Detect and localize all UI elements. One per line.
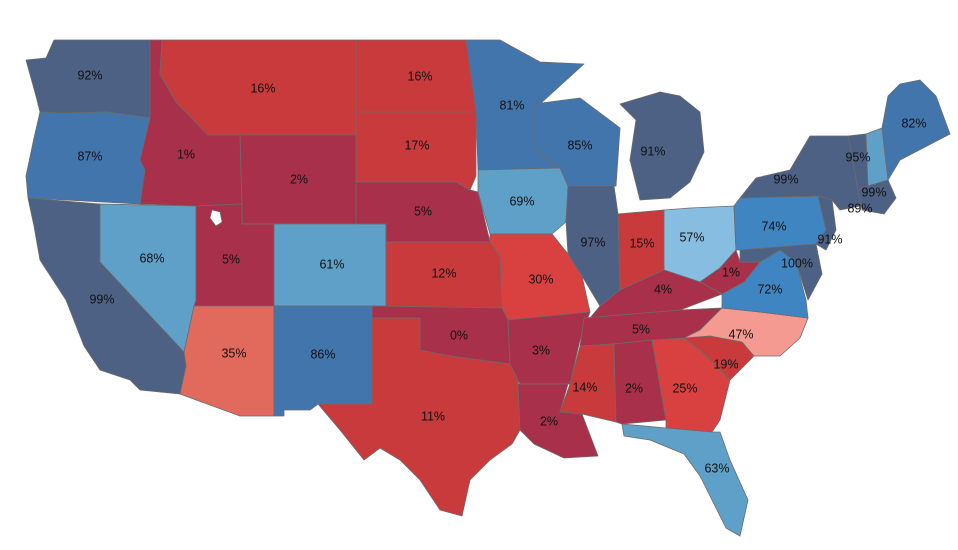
state-LA[interactable] (517, 383, 599, 459)
state-MA[interactable] (857, 179, 897, 215)
state-ME[interactable] (881, 79, 951, 181)
state-label-TN: 5% (632, 322, 650, 336)
state-label-OK: 0% (450, 328, 468, 342)
state-label-NY: 99% (773, 172, 798, 186)
state-label-MO: 30% (528, 272, 553, 286)
state-label-PA: 74% (761, 219, 786, 233)
state-label-IN: 15% (629, 236, 654, 250)
state-AL[interactable] (613, 339, 667, 425)
state-label-MA: 89% (847, 201, 872, 215)
state-label-FL: 63% (704, 461, 729, 475)
state-label-AR: 3% (532, 343, 550, 357)
state-label-UT: 5% (222, 252, 240, 266)
state-FL[interactable] (621, 423, 749, 537)
state-AZ[interactable] (179, 305, 275, 417)
state-label-WA: 92% (77, 68, 102, 82)
state-label-SD: 17% (404, 138, 429, 152)
state-label-WI: 85% (567, 138, 592, 152)
state-label-ID: 1% (177, 147, 195, 161)
state-label-NE: 5% (414, 204, 432, 218)
state-label-MN: 81% (499, 98, 524, 112)
state-MD[interactable] (739, 243, 823, 301)
state-label-MD: 100% (781, 256, 813, 270)
state-label-CA: 99% (89, 292, 114, 306)
state-label-VA: 72% (757, 282, 782, 296)
state-label-WY: 2% (290, 172, 308, 186)
state-label-AL: 2% (625, 381, 643, 395)
state-label-OH: 57% (679, 230, 704, 244)
state-label-ND: 16% (407, 69, 432, 83)
state-label-ME: 82% (901, 116, 926, 130)
great-salt-lake (209, 209, 223, 227)
state-label-IL: 97% (580, 235, 605, 249)
state-label-OR: 87% (77, 149, 102, 163)
state-label-CO: 61% (319, 257, 344, 271)
state-label-WV: 1% (722, 265, 740, 279)
state-label-TX: 11% (421, 409, 445, 423)
state-label-AZ: 35% (221, 346, 246, 360)
state-label-NM: 86% (310, 347, 335, 361)
state-label-IA: 69% (509, 194, 534, 208)
state-TX[interactable] (317, 317, 521, 517)
state-label-KY: 4% (654, 282, 672, 296)
state-label-NC: 47% (728, 327, 753, 341)
state-label-GA: 25% (672, 381, 697, 395)
state-label-VT: 95% (845, 150, 870, 164)
state-label-SC: 19% (713, 357, 738, 371)
state-label-NH: 99% (861, 185, 886, 199)
state-label-NJ: 91% (817, 232, 842, 246)
state-label-MS: 14% (572, 380, 597, 394)
state-MI[interactable] (619, 91, 705, 201)
state-label-LA: 2% (540, 414, 558, 428)
state-label-MT: 16% (250, 81, 275, 95)
state-label-MI: 91% (640, 144, 665, 158)
state-label-NV: 68% (139, 251, 164, 265)
state-label-KS: 12% (431, 266, 456, 280)
